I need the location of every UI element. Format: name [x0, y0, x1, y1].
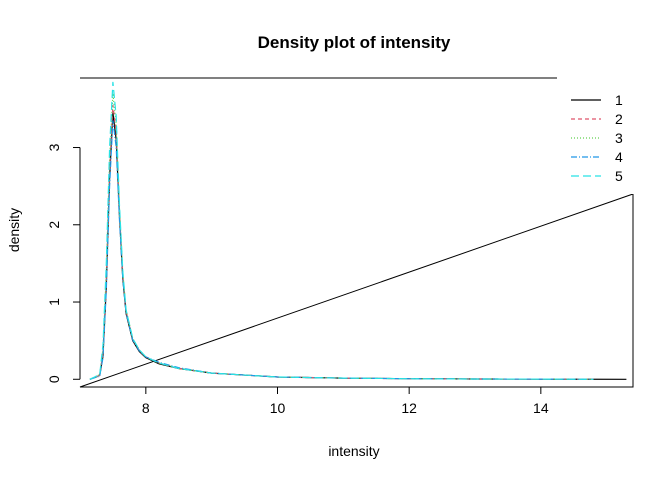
- y-tick-label-0: 0: [46, 375, 62, 383]
- series-line-4: [89, 120, 594, 380]
- legend-label-1: 1: [615, 92, 623, 108]
- legend-label-5: 5: [615, 168, 623, 184]
- series-layer: [89, 81, 627, 380]
- series-line-5: [89, 81, 594, 380]
- x-axis-label: intensity: [328, 443, 379, 459]
- x-tick-label-10: 10: [270, 400, 286, 416]
- x-tick-label-14: 14: [533, 400, 549, 416]
- y-tick-label-2: 2: [46, 221, 62, 229]
- legend-label-4: 4: [615, 149, 623, 165]
- y-tick-label-3: 3: [46, 143, 62, 151]
- y-axis: 0 1 2 3: [46, 143, 81, 383]
- series-line-1: [89, 112, 627, 380]
- plot-box: [79, 77, 634, 388]
- legend: 1 2 3 4 5: [557, 86, 637, 194]
- x-tick-label-12: 12: [401, 400, 417, 416]
- plot-area: [79, 77, 634, 388]
- legend-label-3: 3: [615, 130, 623, 146]
- x-tick-label-8: 8: [142, 400, 150, 416]
- series-line-3: [89, 93, 594, 380]
- chart-title: Density plot of intensity: [258, 33, 451, 52]
- legend-background: [557, 86, 637, 194]
- series-line-2: [89, 104, 594, 380]
- legend-label-2: 2: [615, 111, 623, 127]
- y-tick-label-1: 1: [46, 298, 62, 306]
- y-axis-label: density: [6, 208, 22, 252]
- x-axis: 8 10 12 14: [142, 386, 549, 416]
